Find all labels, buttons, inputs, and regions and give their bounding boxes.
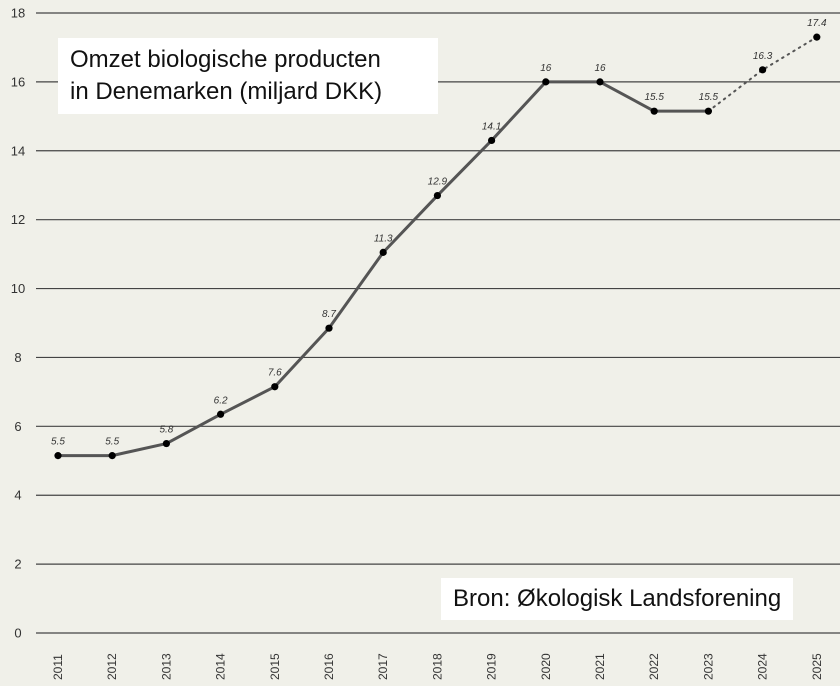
data-point bbox=[433, 191, 441, 200]
data-label: 16 bbox=[594, 63, 606, 74]
data-label: 17.4 bbox=[807, 18, 827, 29]
x-tick-label: 2022 bbox=[647, 653, 661, 680]
x-tick-label: 2013 bbox=[159, 653, 173, 680]
x-tick-label: 2011 bbox=[51, 654, 65, 680]
series-line-actual bbox=[58, 80, 709, 458]
x-tick-label: 2025 bbox=[810, 653, 824, 680]
x-tick-label: 2018 bbox=[430, 653, 444, 680]
data-labels: 5.5 5.5 5.8 6.2 7.6 8.7 11.3 12.9 14.1 16 16 15.5 15… bbox=[51, 18, 827, 448]
data-point bbox=[217, 410, 225, 418]
data-label: 16.3 bbox=[753, 51, 773, 62]
data-point bbox=[813, 33, 821, 41]
y-tick-label: 8 bbox=[14, 350, 21, 365]
data-label: 8.7 bbox=[322, 309, 336, 320]
data-point bbox=[54, 452, 62, 460]
data-label: 11.3 bbox=[374, 233, 393, 244]
x-tick-label: 2020 bbox=[539, 653, 553, 680]
data-point bbox=[704, 107, 713, 115]
x-tick-label: 2017 bbox=[376, 653, 390, 680]
y-axis-ticks: 0 2 4 6 8 10 12 14 16 18 bbox=[11, 6, 25, 641]
y-tick-label: 12 bbox=[11, 212, 25, 227]
data-point bbox=[162, 439, 170, 448]
data-label: 5.8 bbox=[159, 425, 173, 436]
data-point bbox=[379, 248, 387, 256]
x-tick-label: 2019 bbox=[485, 653, 499, 680]
y-tick-label: 6 bbox=[14, 419, 21, 434]
data-point bbox=[596, 78, 604, 86]
gridlines bbox=[36, 12, 840, 634]
y-tick-label: 0 bbox=[14, 626, 21, 641]
data-point bbox=[650, 107, 658, 115]
data-label: 6.2 bbox=[214, 395, 228, 406]
chart-title-line-2: in Denemarken (miljard DKK) bbox=[70, 78, 383, 105]
x-tick-label: 2014 bbox=[214, 653, 228, 680]
chart-title: Omzet biologische producten in Denemarke… bbox=[58, 38, 438, 114]
data-point bbox=[325, 324, 333, 332]
chart-title-line-1: Omzet biologische producten bbox=[70, 46, 381, 73]
series-line-forecast bbox=[707, 36, 818, 113]
data-label: 15.5 bbox=[699, 92, 719, 103]
data-point bbox=[271, 383, 279, 391]
data-label: 12.9 bbox=[428, 177, 448, 188]
y-tick-label: 14 bbox=[11, 143, 25, 158]
y-tick-label: 4 bbox=[14, 488, 21, 503]
y-tick-label: 16 bbox=[11, 74, 25, 89]
x-tick-label: 2012 bbox=[105, 653, 119, 680]
data-label: 7.6 bbox=[268, 368, 282, 379]
data-label: 15.5 bbox=[644, 92, 664, 103]
y-tick-label: 2 bbox=[14, 557, 21, 572]
x-tick-label: 2016 bbox=[322, 653, 336, 680]
x-tick-label: 2015 bbox=[268, 653, 282, 680]
data-point bbox=[542, 78, 550, 86]
x-axis-ticks: 2011 2012 2013 2014 2015 2016 2017 2018 2019 2020… bbox=[51, 653, 824, 680]
y-tick-label: 18 bbox=[11, 6, 25, 21]
x-tick-label: 2021 bbox=[593, 653, 607, 680]
data-label: 5.5 bbox=[51, 437, 65, 448]
data-points bbox=[54, 33, 821, 460]
data-label: 5.5 bbox=[105, 437, 119, 448]
y-tick-label: 10 bbox=[11, 281, 25, 296]
data-point bbox=[759, 66, 767, 74]
source-note: Bron: Økologisk Landsforening bbox=[441, 578, 794, 620]
x-tick-label: 2024 bbox=[756, 653, 770, 680]
data-point bbox=[108, 452, 116, 460]
x-tick-label: 2023 bbox=[701, 653, 715, 680]
data-point bbox=[488, 136, 496, 145]
data-label: 16 bbox=[540, 63, 552, 74]
data-label: 14.1 bbox=[482, 121, 501, 132]
